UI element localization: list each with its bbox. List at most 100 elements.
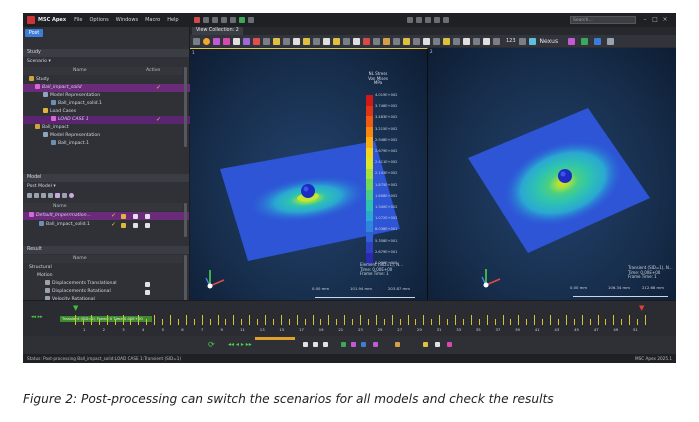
anim-tool-icon[interactable]: [361, 342, 366, 347]
tree-item-model-rep-2[interactable]: Model Representation: [23, 132, 203, 140]
view-tool-icon[interactable]: [223, 37, 230, 45]
result-scrollbar[interactable]: [184, 255, 187, 303]
view-tool-icon[interactable]: [373, 37, 380, 45]
active-check-icon[interactable]: ✓: [156, 116, 162, 123]
viewport-2[interactable]: 2 Transient (SI: [428, 48, 676, 300]
tool-record-icon[interactable]: [424, 17, 431, 23]
result-display-icon[interactable]: [145, 282, 150, 287]
tree-item-ball-impact-solid[interactable]: Ball_impact_solid ✓: [23, 84, 195, 92]
view-tool-icon[interactable]: [423, 37, 430, 45]
view-tool-icon[interactable]: [393, 37, 400, 45]
panel-icon[interactable]: [607, 37, 615, 45]
anim-tool-icon[interactable]: [395, 342, 400, 347]
tree-item-ball-impact-solid-1[interactable]: Ball_impact_solid.1: [23, 100, 211, 108]
visible-check-icon[interactable]: ✓: [111, 221, 117, 228]
view-tool-icon[interactable]: [353, 37, 360, 45]
view-tool-icon[interactable]: [363, 37, 370, 45]
tab-post[interactable]: Post: [25, 29, 43, 37]
tool-open-icon[interactable]: [202, 17, 209, 23]
view-tool-icon[interactable]: [343, 37, 350, 45]
model-section-header[interactable]: Model: [23, 174, 189, 182]
view-tool-icon[interactable]: [518, 37, 526, 45]
visible-check-icon[interactable]: ✓: [111, 212, 117, 219]
view-tool-icon[interactable]: [383, 37, 390, 45]
view-tool-icon[interactable]: [453, 37, 460, 45]
anim-tool-icon[interactable]: [303, 342, 308, 347]
tree-item-displacements-rotational[interactable]: Displacements Rotational: [23, 288, 205, 296]
view-tool-icon[interactable]: [473, 37, 480, 45]
result-section-header[interactable]: Result: [23, 246, 189, 254]
menu-windows[interactable]: Windows: [115, 17, 139, 23]
anim-tool-icon[interactable]: [323, 342, 328, 347]
search-input[interactable]: Search...: [570, 16, 636, 24]
view-tool-icon[interactable]: [443, 37, 450, 45]
model-tool-1-icon[interactable]: [27, 193, 32, 198]
tree-item-displacements-translational[interactable]: Displacements Translational: [23, 280, 205, 288]
view-tool-icon[interactable]: [568, 37, 576, 45]
anim-tool-icon[interactable]: [351, 342, 356, 347]
result-display-icon[interactable]: [145, 290, 150, 295]
view-tool-icon[interactable]: [213, 37, 220, 45]
view-tool-icon[interactable]: [333, 37, 340, 45]
timeline-ruler[interactable]: ◂◂ ▸▸ Transient (SID=1) Frame 0 Time 0.0…: [23, 300, 676, 337]
view-tool-icon[interactable]: [293, 37, 300, 45]
view-tool-icon[interactable]: [323, 37, 330, 45]
view-tool-sphere-icon[interactable]: [203, 37, 210, 45]
view-tool-icon[interactable]: [233, 37, 240, 45]
view-tool-icon[interactable]: [493, 37, 500, 45]
model-tool-6-icon[interactable]: [62, 193, 67, 198]
study-scrollbar[interactable]: [184, 67, 187, 147]
view-tool-icon[interactable]: [483, 37, 490, 45]
tree-item-ball-impact-solid-1-model[interactable]: Ball_impact_solid.1 ✓: [23, 221, 199, 229]
view-tool-icon[interactable]: [433, 37, 440, 45]
tool-red-icon[interactable]: [193, 17, 200, 23]
animation-progress[interactable]: [255, 337, 295, 340]
transparency-icon[interactable]: [145, 223, 150, 228]
color-icon[interactable]: [121, 214, 126, 219]
view-tool-icon[interactable]: [313, 37, 320, 45]
tool-user-icon[interactable]: [433, 17, 440, 23]
model-tool-3-icon[interactable]: [41, 193, 46, 198]
view-tool-icon[interactable]: [193, 37, 200, 45]
tree-item-motion[interactable]: Motion: [23, 272, 197, 280]
anim-tool-icon[interactable]: [341, 342, 346, 347]
minimize-icon[interactable]: –: [643, 16, 647, 23]
menu-file[interactable]: File: [74, 17, 83, 23]
tool-camera-icon[interactable]: [406, 17, 413, 23]
loop-icon[interactable]: ⟳: [208, 340, 215, 349]
scenario-dropdown[interactable]: Scenario ▾: [27, 59, 51, 64]
viewport-1[interactable]: 1 NL Stress Von Mises MPa: [190, 48, 428, 301]
active-check-icon[interactable]: ✓: [156, 84, 162, 91]
display-icon[interactable]: [133, 214, 138, 219]
tool-misc-icon[interactable]: [247, 17, 254, 23]
anim-tool-icon[interactable]: [447, 342, 452, 347]
maximize-icon[interactable]: □: [652, 16, 658, 23]
menu-help[interactable]: Help: [167, 17, 179, 23]
view-tool-icon[interactable]: [253, 37, 260, 45]
model-scrollbar[interactable]: [184, 203, 187, 237]
study-section-header[interactable]: Study: [23, 49, 189, 57]
model-tool-2-icon[interactable]: [34, 193, 39, 198]
anim-tool-icon[interactable]: [435, 342, 440, 347]
view-tool-icon[interactable]: [243, 37, 250, 45]
anim-tool-icon[interactable]: [313, 342, 318, 347]
tree-item-ball-impact[interactable]: Ball_impact: [23, 124, 195, 132]
playback-controls-icon[interactable]: ◂◂ ◂ ▸ ▸▸: [228, 341, 252, 348]
tool-gear-icon[interactable]: [415, 17, 422, 23]
model-tool-5-icon[interactable]: [55, 193, 60, 198]
anim-tool-icon[interactable]: [423, 342, 428, 347]
model-tool-7-icon[interactable]: [69, 193, 74, 198]
tool-redo-icon[interactable]: [229, 17, 236, 23]
tree-item-load-cases[interactable]: Load Cases: [23, 108, 203, 116]
view-tool-icon[interactable]: [283, 37, 290, 45]
view-tool-icon[interactable]: [403, 37, 410, 45]
close-icon[interactable]: ×: [662, 16, 668, 23]
display-icon[interactable]: [133, 223, 138, 228]
tree-item-structural[interactable]: Structural: [23, 264, 189, 272]
menu-options[interactable]: Options: [89, 17, 109, 23]
nexus-icon[interactable]: [528, 37, 536, 45]
post-model-dropdown[interactable]: Post Model ▾: [27, 184, 56, 189]
view-tool-icon[interactable]: [273, 37, 280, 45]
tool-undo-icon[interactable]: [220, 17, 227, 23]
toolbar-number[interactable]: 123: [506, 38, 516, 44]
